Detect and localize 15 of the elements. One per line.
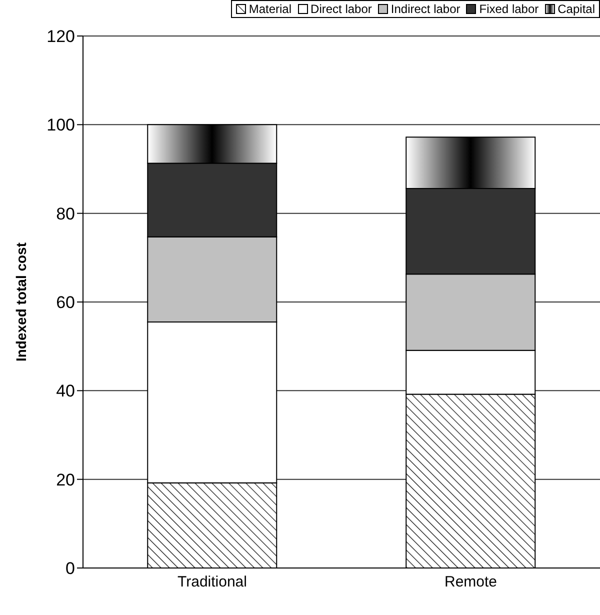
- legend-label: Capital: [556, 2, 595, 16]
- y-tick-label: 100: [46, 116, 75, 135]
- y-axis-title: Indexed total cost: [12, 242, 29, 362]
- y-tick-label: 20: [56, 470, 75, 490]
- x-tick-label: Traditional: [178, 574, 247, 591]
- y-tick-label: 40: [56, 382, 75, 401]
- y-tick-label: 80: [56, 204, 75, 224]
- x-tick-label: Remote: [444, 574, 498, 591]
- legend-label: Indirect labor: [390, 2, 460, 16]
- legend-label: Direct labor: [310, 2, 372, 16]
- y-tick-label: 0: [66, 559, 75, 578]
- y-tick-label: 60: [56, 293, 75, 312]
- legend-label: Material: [248, 2, 292, 16]
- y-tick-label: 120: [46, 27, 75, 46]
- legend-label: Fixed labor: [478, 2, 539, 16]
